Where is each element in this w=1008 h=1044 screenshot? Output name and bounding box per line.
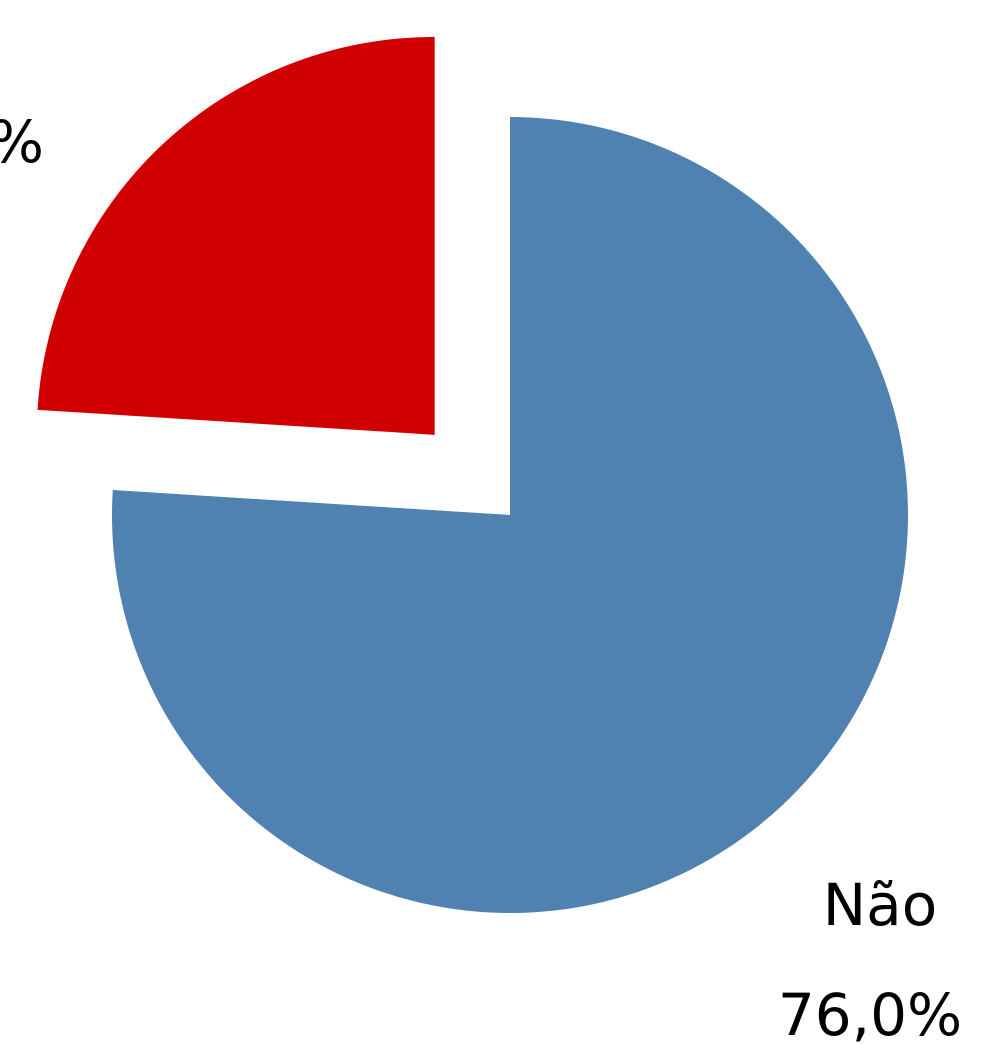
- pie-slice: [112, 117, 909, 913]
- slice-category: Não: [823, 871, 937, 939]
- slice-value-label: 24,0%: [0, 108, 44, 176]
- slice-value-label: 76,0%: [778, 981, 962, 1044]
- pie-slice: [37, 36, 435, 435]
